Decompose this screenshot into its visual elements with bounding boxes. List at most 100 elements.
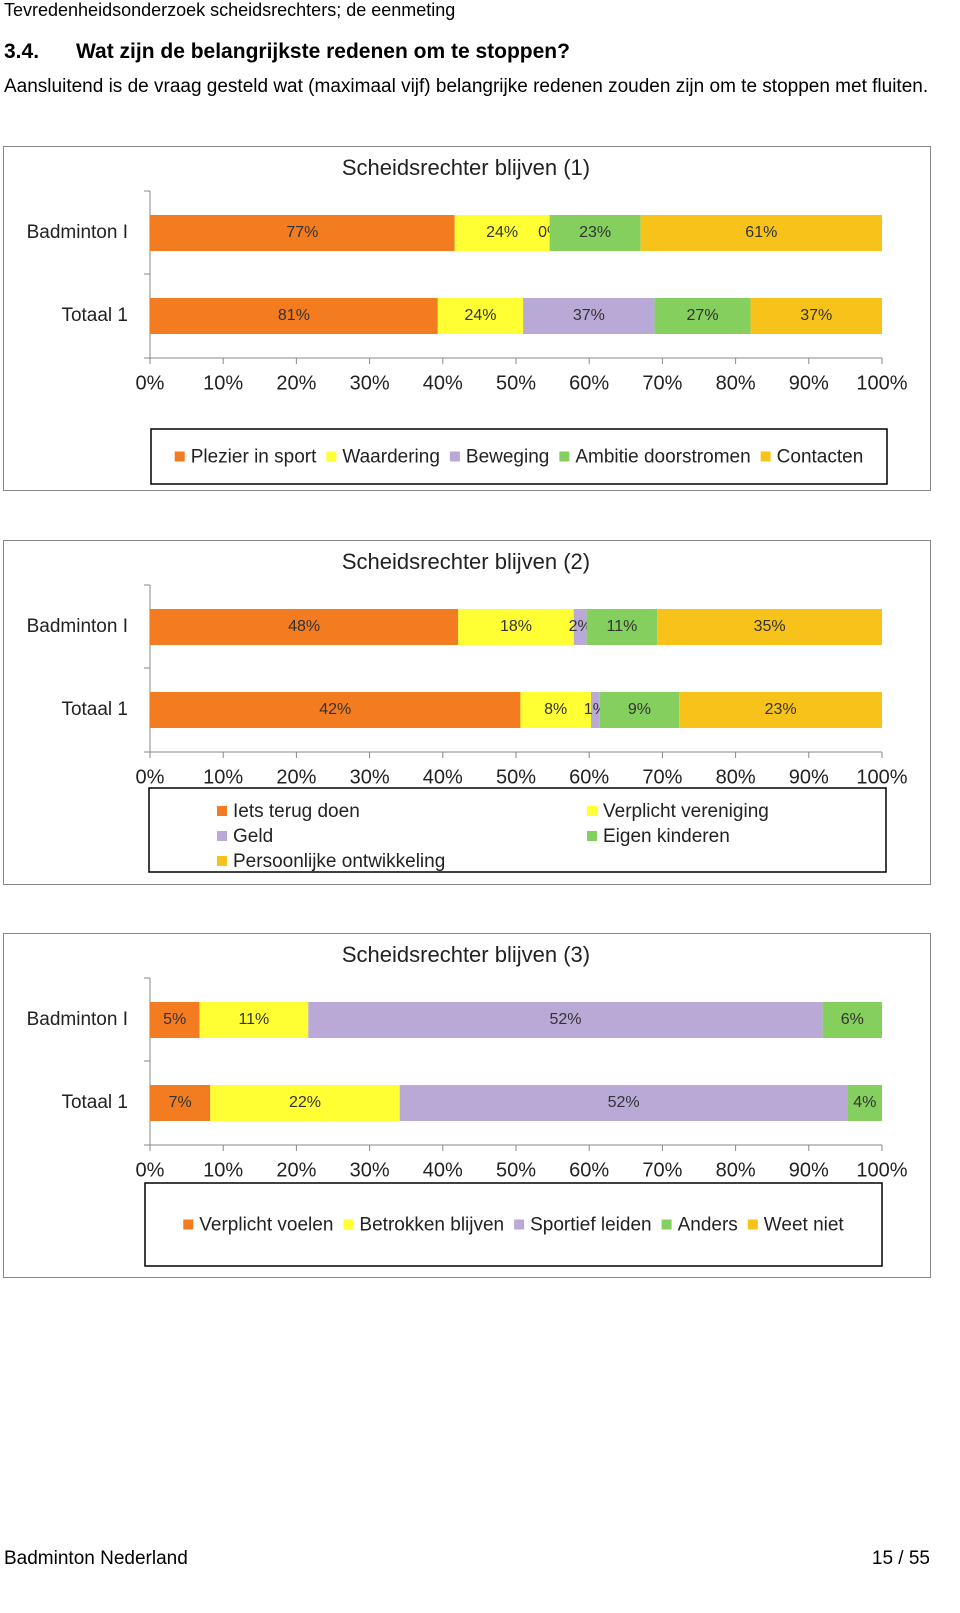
x-tick-label: 100% <box>856 1159 907 1181</box>
category-label: Totaal 1 <box>61 1092 128 1113</box>
x-tick-label: 90% <box>789 372 829 394</box>
bar-segment <box>822 1002 882 1038</box>
x-tick-label: 90% <box>789 766 829 788</box>
bar-segment <box>520 692 591 728</box>
legend-swatch <box>449 451 460 462</box>
bar-segment <box>458 609 574 645</box>
legend-swatch <box>174 451 185 462</box>
bar-segment <box>150 1085 211 1121</box>
legend-swatch <box>326 451 337 462</box>
data-label: 5% <box>163 1011 186 1028</box>
data-label: 35% <box>754 618 786 635</box>
bar-segment <box>437 298 524 334</box>
data-label: 42% <box>319 701 351 718</box>
data-label: 61% <box>745 224 777 241</box>
chart: Scheidsrechter blijven (2) 0% 10% 20% 30% 40%… <box>3 540 931 885</box>
legend-swatch <box>587 806 597 816</box>
x-tick-label: 40% <box>423 372 463 394</box>
data-label: 6% <box>841 1011 864 1028</box>
x-tick-label: 70% <box>642 1159 682 1181</box>
legend: Verplicht voelen Betrokken blijven Sportie… <box>183 1215 844 1236</box>
legend-label: Weet niet <box>764 1215 845 1236</box>
bar-segment <box>308 1002 823 1038</box>
bar-segment <box>586 609 658 645</box>
chart-title: Scheidsrechter blijven (2) <box>342 549 590 574</box>
legend-label: Ambitie doorstromen <box>575 447 750 468</box>
data-label: 23% <box>765 701 797 718</box>
data-label: 11% <box>238 1011 269 1028</box>
data-label: 81% <box>278 307 310 324</box>
bar-segment <box>150 215 455 251</box>
x-tick-label: 50% <box>496 1159 536 1181</box>
legend-swatch <box>217 856 227 866</box>
data-label: 77% <box>286 224 318 241</box>
x-tick-label: 70% <box>642 766 682 788</box>
legend-label: Contacten <box>777 447 864 468</box>
x-tick-label: 80% <box>716 1159 756 1181</box>
section-heading: 3.4. Wat zijn de belangrijkste redenen om… <box>4 40 570 64</box>
data-label: 9% <box>628 701 651 718</box>
bar-segment <box>150 692 521 728</box>
data-label: 52% <box>608 1094 640 1111</box>
x-tick-label: 90% <box>789 1159 829 1181</box>
data-label: 27% <box>687 307 719 324</box>
legend-label: Geld <box>233 826 273 847</box>
legend-label: Waardering <box>342 447 440 468</box>
legend-swatch <box>661 1219 672 1230</box>
bar-segment <box>150 609 459 645</box>
data-label: 4% <box>853 1094 876 1111</box>
bar-segment <box>640 215 882 251</box>
section-number: 3.4. <box>4 40 40 63</box>
x-tick-label: 0% <box>136 766 165 788</box>
data-label: 23% <box>579 224 611 241</box>
chart: Scheidsrechter blijven (1) 0% 10% 20% 30% 40%… <box>3 146 931 491</box>
x-tick-label: 30% <box>350 1159 390 1181</box>
data-label: 2% <box>569 618 592 635</box>
section-text: Aansluitend is de vraag gesteld wat (max… <box>4 76 929 97</box>
data-label: 52% <box>549 1011 581 1028</box>
bar-segment <box>847 1085 882 1121</box>
chart-title: Scheidsrechter blijven (3) <box>342 942 590 967</box>
legend-swatch <box>747 1219 758 1230</box>
legend-label: Sportief leiden <box>530 1215 651 1236</box>
x-tick-label: 50% <box>496 766 536 788</box>
legend-label: Betrokken blijven <box>359 1215 504 1236</box>
legend: Plezier in sport Waardering Beweging Ambiti… <box>174 447 864 468</box>
data-label: 24% <box>464 307 496 324</box>
legend-swatch <box>559 451 570 462</box>
legend-label: Verplicht vereniging <box>603 801 769 822</box>
x-tick-label: 20% <box>276 766 316 788</box>
x-tick-label: 10% <box>203 372 243 394</box>
data-label: 7% <box>169 1094 192 1111</box>
x-tick-label: 30% <box>350 372 390 394</box>
x-tick-label: 50% <box>496 372 536 394</box>
x-tick-label: 70% <box>642 372 682 394</box>
x-tick-label: 60% <box>569 766 609 788</box>
category-label: Badminton I <box>27 222 128 243</box>
bar-segment <box>549 215 641 251</box>
legend-swatch <box>760 451 771 462</box>
data-label: 24% <box>486 224 518 241</box>
data-label: 8% <box>544 701 567 718</box>
x-tick-label: 20% <box>276 372 316 394</box>
x-tick-label: 60% <box>569 1159 609 1181</box>
section-title: Wat zijn de belangrijkste redenen om te … <box>76 40 570 63</box>
legend-swatch <box>514 1219 525 1230</box>
data-label: 48% <box>288 618 320 635</box>
x-tick-label: 100% <box>856 766 907 788</box>
legend-swatch <box>217 806 227 816</box>
bar-segment <box>523 298 655 334</box>
x-tick-label: 0% <box>136 372 165 394</box>
legend-label: Plezier in sport <box>191 447 317 468</box>
legend-swatch <box>587 831 597 841</box>
legend-frame <box>148 787 887 873</box>
legend-label: Beweging <box>466 447 549 468</box>
legend: Iets terug doen Verplicht vereniging Geld E… <box>217 801 769 872</box>
x-tick-label: 0% <box>136 1159 165 1181</box>
bar-segment <box>599 692 680 728</box>
x-tick-label: 40% <box>423 1159 463 1181</box>
x-tick-label: 100% <box>856 372 907 394</box>
bar-segment <box>654 298 751 334</box>
x-tick-label: 10% <box>203 1159 243 1181</box>
